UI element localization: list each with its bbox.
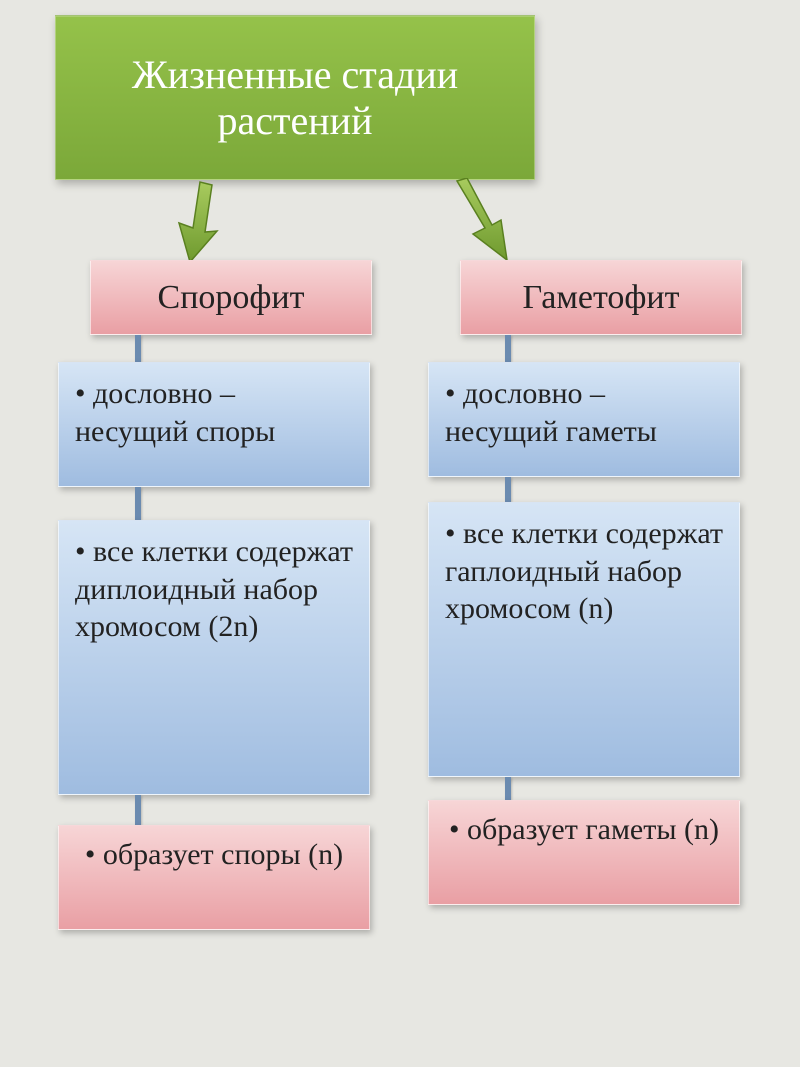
right-box2: • все клетки содержат гаплоидный набор х… <box>428 502 740 777</box>
connector <box>505 777 511 800</box>
right-result-text: образует гаметы (n) <box>467 813 719 846</box>
left-result-text: образует споры (n) <box>103 838 343 871</box>
right-box1: • дословно – несущий гаметы <box>428 362 740 477</box>
connector <box>135 795 141 825</box>
right-box2-text: все клетки содержат гаплоидный набор хро… <box>445 517 723 625</box>
left-box1: • дословно – несущий споры <box>58 362 370 487</box>
arrow-left-icon <box>165 180 225 265</box>
right-box1-text: дословно – несущий гаметы <box>445 377 657 448</box>
connector <box>135 335 141 362</box>
connector <box>505 477 511 502</box>
connector <box>505 335 511 362</box>
left-box1-text: дословно – несущий споры <box>75 377 275 448</box>
arrow-right-icon <box>445 178 515 268</box>
header-title: Жизненные стадии растений <box>55 15 535 180</box>
left-result: • образует споры (n) <box>58 825 370 930</box>
right-branch-title: Гаметофит <box>460 260 742 335</box>
right-result: • образует гаметы (n) <box>428 800 740 905</box>
left-box2-text: все клетки содержат диплоидный набор хро… <box>75 535 353 643</box>
lifecycle-diagram: Жизненные стадии растений Спорофит • дос… <box>0 0 800 1067</box>
left-branch-title: Спорофит <box>90 260 372 335</box>
connector <box>135 487 141 520</box>
left-box2: • все клетки содержат диплоидный набор х… <box>58 520 370 795</box>
